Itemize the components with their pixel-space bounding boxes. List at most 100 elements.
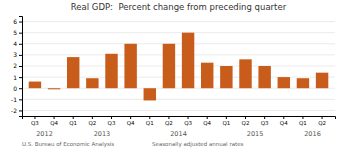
chart: -2 -1 0 1 2 3 4 5 6 Q3 Q4 Q1 Q2 Q3 Q4 Q1 Q2 Q3 Q4 Q1 Q2 Q3 Q4 Q… <box>0 0 341 148</box>
x-tick-label: Q3 <box>108 120 116 126</box>
x-tick: Q4 <box>280 116 288 126</box>
y-tick: 6 <box>13 18 22 25</box>
year-label: 2015 <box>247 130 264 138</box>
year-label: 2014 <box>170 130 187 138</box>
grid-line <box>22 99 335 100</box>
bar <box>163 44 175 88</box>
grid-line <box>22 21 335 22</box>
x-tick-mark <box>92 116 93 119</box>
bar <box>182 33 194 89</box>
x-tick: Q1 <box>146 116 154 126</box>
x-tick-mark <box>34 116 35 119</box>
x-tick-label: Q3 <box>31 120 39 126</box>
y-tick-mark <box>19 33 22 34</box>
x-tick: Q1 <box>69 116 77 126</box>
y-tick-label: 5 <box>13 29 17 36</box>
x-tick-mark <box>322 116 323 119</box>
bar <box>201 63 213 89</box>
x-tick-label: Q3 <box>261 120 269 126</box>
x-tick: Q3 <box>108 116 116 126</box>
x-tick-label: Q2 <box>88 120 96 126</box>
x-tick-mark <box>168 116 169 119</box>
x-tick-label: Q3 <box>184 120 192 126</box>
x-tick: Q3 <box>261 116 269 126</box>
y-tick: 4 <box>13 40 22 47</box>
y-tick: 1 <box>13 74 22 81</box>
x-tick-label: Q1 <box>299 120 307 126</box>
y-tick: 0 <box>13 85 22 92</box>
plot: -2 -1 0 1 2 3 4 5 6 Q3 Q4 Q1 Q2 Q3 Q4 Q1 Q2 Q3 Q4 Q1 Q2 Q3 Q4 Q… <box>11 17 335 139</box>
footer: U.S. Bureau of Economic Analysis <box>22 141 114 148</box>
x-tick: Q2 <box>242 116 250 126</box>
grid-line <box>22 110 335 111</box>
x-tick: Q4 <box>127 116 135 126</box>
x-tick: Q1 <box>299 116 307 126</box>
x-tick-mark <box>73 116 74 119</box>
bar <box>258 66 270 88</box>
y-tick-mark <box>19 22 22 23</box>
y-tick-mark <box>19 88 22 89</box>
x-tick-label: Q1 <box>222 120 230 126</box>
x-tick: Q4 <box>203 116 211 126</box>
y-tick-mark <box>19 44 22 45</box>
y-tick-label: -1 <box>11 96 17 103</box>
bar <box>124 44 136 88</box>
y-tick-label: 2 <box>13 62 17 69</box>
y-tick: -1 <box>11 96 22 103</box>
y-tick-mark <box>19 110 22 111</box>
x-tick-label: Q2 <box>318 120 326 126</box>
bar <box>278 77 290 88</box>
y-tick-label: 4 <box>13 40 17 47</box>
grid-line <box>22 32 335 33</box>
y-tick-label: 6 <box>13 18 17 25</box>
y-tick: 3 <box>13 51 22 58</box>
x-tick: Q2 <box>318 116 326 126</box>
x-tick-label: Q2 <box>242 120 250 126</box>
x-tick-label: Q4 <box>50 120 58 126</box>
y-tick-mark <box>19 77 22 78</box>
x-tick-label: Q4 <box>127 120 135 126</box>
x-tick-mark <box>130 116 131 119</box>
bar <box>105 54 117 88</box>
x-tick-mark <box>207 116 208 119</box>
x-tick-label: Q1 <box>146 120 154 126</box>
x-tick-mark <box>245 116 246 119</box>
x-tick-mark <box>302 116 303 119</box>
y-tick-mark <box>19 55 22 56</box>
x-tick: Q3 <box>31 116 39 126</box>
x-tick-mark <box>226 116 227 119</box>
x-tick-label: Q1 <box>69 120 77 126</box>
x-tick-mark <box>283 116 284 119</box>
year-label: 2013 <box>94 130 111 138</box>
y-tick: -2 <box>11 107 22 114</box>
y-axis: -2 -1 0 1 2 3 4 5 6 <box>11 17 22 117</box>
grid <box>22 22 335 111</box>
bar <box>297 78 309 88</box>
x-tick-label: Q2 <box>165 120 173 126</box>
x-tick-label: Q4 <box>280 120 288 126</box>
y-tick: 5 <box>13 29 22 36</box>
title: Real GDP: Percent change from preceding … <box>71 2 287 12</box>
x-tick-label: Q4 <box>203 120 211 126</box>
bar <box>144 88 156 100</box>
y-tick-label: 3 <box>13 51 17 58</box>
x-tick: Q2 <box>88 116 96 126</box>
bar <box>67 57 79 88</box>
x-tick-mark <box>54 116 55 119</box>
y-tick-mark <box>19 66 22 67</box>
bar <box>239 59 251 88</box>
bar <box>220 66 232 88</box>
x-tick-mark <box>264 116 265 119</box>
x-tick: Q3 <box>184 116 192 126</box>
x-tick: Q4 <box>50 116 58 126</box>
year-label: 2012 <box>36 130 53 138</box>
bar <box>316 73 328 89</box>
y-tick-label: 0 <box>13 85 17 92</box>
x-tick: Q2 <box>165 116 173 126</box>
y-tick-label: 1 <box>13 74 17 81</box>
y-tick-label: -2 <box>11 107 17 114</box>
x-tick: Q1 <box>222 116 230 126</box>
bars <box>29 33 329 101</box>
bar <box>29 82 41 89</box>
bar <box>48 88 60 89</box>
